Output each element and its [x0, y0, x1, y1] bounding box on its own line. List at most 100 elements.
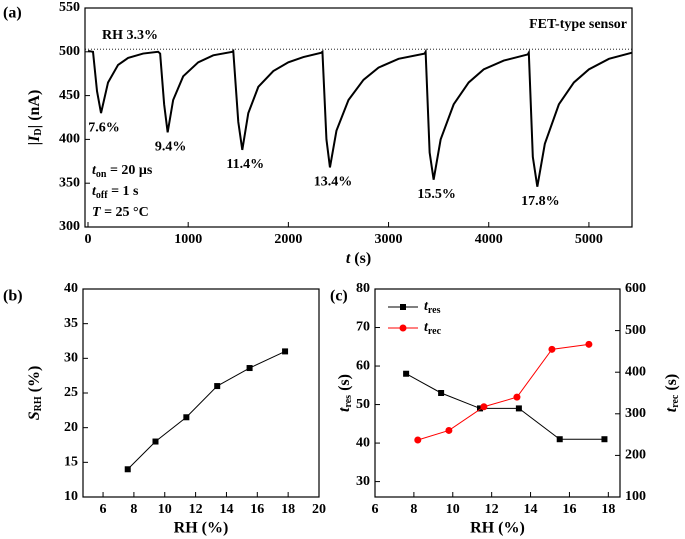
condition-text-part: = 20 μs — [106, 163, 152, 178]
y-tick-label: 10 — [64, 489, 78, 504]
condition-text-part: = 1 s — [108, 184, 139, 199]
condition-text: T = 25 °C — [92, 205, 149, 220]
point — [556, 436, 563, 443]
legend-label-part: t — [424, 299, 429, 314]
x-tick-label: 10 — [158, 502, 172, 517]
y-axis-label-part: (%) — [26, 366, 43, 397]
y-tick-label: 60 — [356, 358, 370, 373]
y-axis-label-part: t — [336, 407, 353, 412]
y2-tick-label: 100 — [625, 489, 646, 504]
series-line — [87, 48, 633, 187]
condition-text-part: = 25 °C — [101, 205, 149, 220]
condition-text-part: t — [92, 184, 97, 199]
x-tick-label: 14 — [219, 502, 233, 517]
y2-tick-label: 300 — [625, 406, 646, 421]
point — [403, 370, 410, 377]
legend-label: trec — [424, 320, 442, 337]
x-tick-label: 12 — [189, 502, 203, 517]
series-line — [127, 350, 286, 470]
y-tick-label: 500 — [59, 44, 80, 59]
x-axis-label-part: t — [346, 250, 351, 267]
y-axis-label-part: res — [343, 395, 354, 408]
y-tick-label: 20 — [64, 420, 78, 435]
x-tick-label: 2000 — [274, 232, 302, 247]
point — [480, 403, 488, 411]
y-axis-label-part: RH — [33, 396, 44, 411]
point — [477, 405, 483, 412]
y-tick-label: 70 — [356, 320, 370, 335]
y-tick-label: 550 — [59, 0, 80, 15]
legend-label-part: res — [428, 305, 441, 316]
point — [438, 390, 445, 396]
y-axis-label-part: S — [26, 411, 43, 420]
x-tick-label: 8 — [410, 502, 417, 517]
point — [183, 414, 190, 421]
y-tick-label: 35 — [64, 316, 78, 331]
legend-label-part: t — [424, 320, 429, 335]
x-axis-label-part: (s) — [350, 250, 371, 267]
x-tick-label: 8 — [130, 502, 137, 517]
condition-text: toff = 1 s — [92, 184, 139, 201]
annotation: FET-type sensor — [529, 17, 627, 32]
point — [246, 365, 253, 372]
legend-marker — [400, 304, 406, 310]
y2-axis-label-part: rec — [670, 394, 681, 408]
y2-axis-label-part: t — [663, 407, 680, 412]
y2-axis-label-part: (s) — [663, 374, 680, 395]
x-tick-label: 6 — [100, 502, 107, 517]
y-tick-label: 30 — [64, 351, 78, 366]
x-tick-label: 20 — [312, 502, 326, 517]
x-tick-label: 16 — [250, 502, 264, 517]
panel-label: (c) — [330, 288, 348, 305]
y-axis-label: SRH (%) — [26, 366, 45, 421]
y-axis-label: |ID| (nA) — [26, 90, 45, 146]
series-line — [405, 373, 605, 440]
y-axis-label: tres (s) — [336, 374, 355, 412]
y-tick-label: 80 — [356, 281, 370, 296]
y-tick-label: 350 — [59, 175, 80, 190]
panel-label: (b) — [3, 288, 23, 305]
annotation: RH 3.3% — [102, 28, 158, 43]
y-axis-label-part: D — [33, 128, 44, 135]
y-tick-label: 15 — [64, 455, 78, 470]
x-tick-label: 1000 — [174, 232, 202, 247]
x-tick-label: 18 — [601, 502, 615, 517]
x-tick-label: 5000 — [575, 232, 603, 247]
point — [601, 436, 608, 443]
y2-axis-label: trec (s) — [663, 374, 682, 412]
legend-marker — [399, 324, 407, 332]
x-tick-label: 4000 — [475, 232, 503, 247]
point — [515, 405, 522, 412]
dip-label: 11.4% — [226, 157, 264, 172]
y-tick-label: 40 — [356, 435, 370, 450]
dip-label: 15.5% — [417, 187, 456, 202]
panel-label: (a) — [3, 5, 22, 22]
point — [214, 383, 221, 390]
series-line — [417, 343, 589, 441]
condition-text-part: t — [92, 163, 97, 178]
condition-text-part: T — [92, 205, 102, 220]
x-tick-label: 6 — [372, 502, 379, 517]
y2-tick-label: 500 — [625, 323, 646, 338]
plot-frame — [82, 288, 320, 498]
condition-text: ton = 20 μs — [92, 163, 153, 180]
legend-label-part: rec — [428, 326, 442, 337]
y-tick-label: 400 — [59, 132, 80, 147]
x-tick-label: 16 — [562, 502, 576, 517]
point — [585, 340, 593, 348]
plot-frame — [84, 7, 633, 228]
y-axis-label-part: | (nA) — [26, 90, 43, 129]
point — [124, 466, 131, 473]
dip-label: 9.4% — [155, 140, 187, 155]
y-tick-label: 450 — [59, 88, 80, 103]
point — [414, 436, 422, 444]
y-axis-label-part: (s) — [336, 374, 353, 395]
x-tick-label: 14 — [524, 502, 538, 517]
y-tick-label: 50 — [356, 397, 370, 412]
legend-label: tres — [424, 299, 441, 316]
x-axis-label: RH (%) — [470, 520, 525, 537]
y-tick-label: 30 — [356, 474, 370, 489]
x-axis-label: RH (%) — [174, 520, 229, 537]
condition-text-part: on — [96, 169, 107, 180]
